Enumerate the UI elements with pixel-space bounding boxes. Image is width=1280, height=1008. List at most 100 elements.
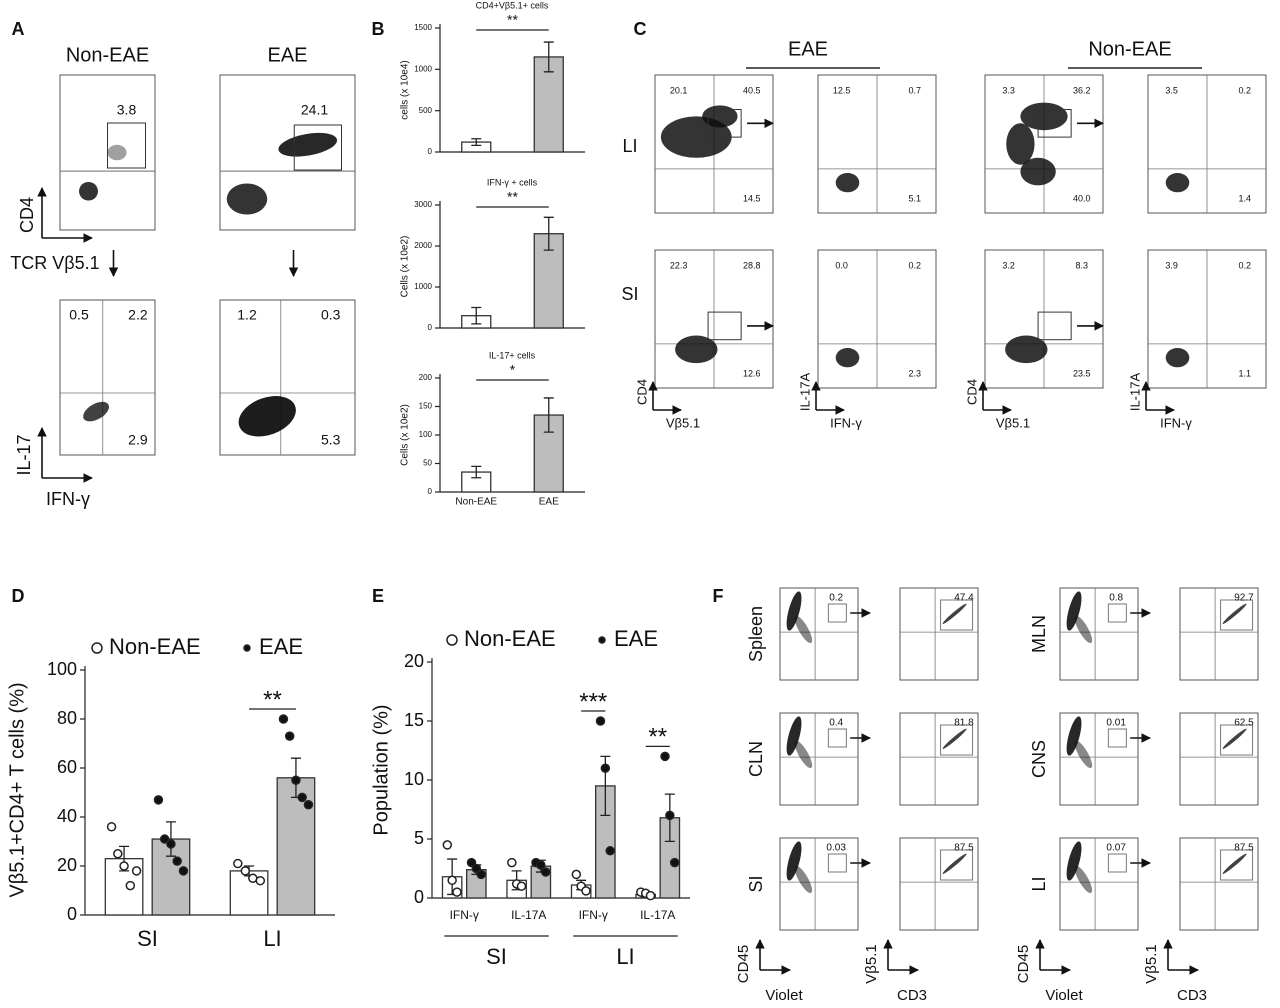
axis-label: Population (%) — [370, 704, 392, 835]
panel-label: D — [12, 586, 25, 606]
cell-cluster — [238, 396, 296, 437]
quadrant-value: 2.3 — [909, 368, 922, 378]
cell-cluster — [79, 181, 98, 201]
bar — [533, 414, 564, 493]
plot-frame — [59, 299, 156, 456]
legend-label: Non-EAE — [464, 626, 556, 651]
x-tick-label: Non-EAE — [455, 497, 497, 508]
legend-marker — [91, 642, 103, 654]
axis-label: Vβ5.1 — [996, 415, 1030, 430]
quadrant-value: 1.1 — [1239, 368, 1252, 378]
cell-cluster — [1074, 865, 1093, 894]
axis-label: CD4 — [964, 379, 979, 405]
gate-value: 0.01 — [1106, 718, 1126, 729]
group-label: LI — [616, 944, 634, 969]
tissue-label: SI — [746, 875, 766, 892]
cell-cluster — [942, 728, 967, 749]
gate — [1037, 311, 1072, 341]
tissue-label: LI — [1029, 876, 1049, 891]
gate — [1107, 728, 1127, 748]
y-tick-label: 1500 — [414, 23, 432, 32]
tissue-label: Spleen — [746, 606, 766, 662]
group-title: EAE — [788, 38, 828, 60]
cell-cluster — [1020, 157, 1056, 186]
y-tick-label: 3000 — [414, 200, 432, 209]
x-tick-label: IL-17A — [511, 908, 546, 922]
axis-label: Violet — [1045, 987, 1083, 1004]
axis-label: IL-17 — [14, 434, 34, 475]
gate — [293, 124, 342, 171]
quadrant-value: 1.2 — [237, 307, 257, 323]
x-tick-label: SI — [137, 926, 158, 951]
data-point — [284, 731, 295, 741]
axis-label: Violet — [765, 987, 803, 1004]
y-tick-label: 0 — [414, 887, 424, 907]
data-point — [153, 795, 164, 805]
cell-cluster — [794, 615, 813, 644]
data-point — [303, 800, 314, 810]
y-tick-label: 0 — [67, 904, 77, 924]
gate — [1107, 853, 1127, 873]
plot-frame — [219, 299, 356, 456]
y-tick-label: 5 — [414, 828, 424, 848]
significance: ** — [648, 724, 667, 751]
gate-value: 62.5 — [1234, 718, 1254, 729]
quadrant-value: 28.8 — [743, 260, 761, 270]
quadrant-value: 3.5 — [1165, 85, 1178, 95]
bar — [276, 777, 316, 916]
data-point — [125, 880, 136, 891]
data-point — [159, 834, 170, 844]
cell-cluster — [675, 335, 718, 364]
y-tick-label: 15 — [404, 710, 424, 730]
data-point — [471, 863, 482, 874]
cell-cluster — [83, 401, 110, 422]
axis-label: TCR Vβ5.1 — [10, 253, 99, 273]
data-point — [540, 867, 551, 877]
gate — [707, 311, 742, 341]
significance: *** — [579, 688, 607, 715]
gate — [1037, 109, 1072, 138]
y-tick-label: 1000 — [414, 64, 432, 73]
tissue-label: CLN — [746, 741, 766, 777]
quadrant-value: 40.5 — [743, 85, 761, 95]
error-bar — [543, 216, 554, 251]
data-point — [665, 810, 675, 821]
axis-label: CD45 — [735, 945, 752, 983]
cell-cluster — [794, 740, 813, 769]
gate — [1220, 599, 1254, 631]
axis-label: Vβ5.1+CD4+ T cells (%) — [6, 682, 28, 897]
data-point — [452, 887, 462, 897]
y-tick-label: 10 — [404, 769, 424, 789]
data-point — [466, 857, 477, 868]
quadrant-value: 40.0 — [1073, 193, 1091, 203]
data-point — [516, 881, 527, 891]
axis-label: IL-17A — [797, 373, 812, 412]
data-point — [178, 866, 189, 876]
cell-cluster — [1074, 740, 1093, 769]
quadrant-value: 12.5 — [833, 85, 851, 95]
tissue-label: CNS — [1029, 740, 1049, 778]
cell-cluster — [702, 105, 738, 128]
x-tick-label: IL-17A — [640, 908, 675, 922]
data-point — [297, 792, 307, 803]
error-bar — [543, 41, 554, 73]
gate-value: 0.4 — [829, 718, 843, 729]
y-tick-label: 150 — [419, 402, 433, 411]
cell-cluster — [226, 183, 268, 215]
data-point — [166, 839, 176, 849]
cell-cluster — [1165, 172, 1190, 193]
axis-label: CD3 — [1177, 987, 1207, 1004]
data-point — [507, 857, 517, 868]
gate — [1107, 603, 1127, 623]
legend-marker — [243, 644, 251, 652]
cell-cluster — [107, 144, 127, 161]
legend-label: EAE — [614, 626, 658, 651]
axis-label: IFN-γ — [46, 489, 90, 509]
chart-title: IFN-γ + cells — [487, 177, 538, 187]
data-point — [595, 716, 606, 726]
data-point — [106, 822, 117, 832]
chart-title: IL-17+ cells — [489, 350, 536, 360]
x-tick-label: LI — [263, 926, 281, 951]
gate — [107, 122, 146, 169]
